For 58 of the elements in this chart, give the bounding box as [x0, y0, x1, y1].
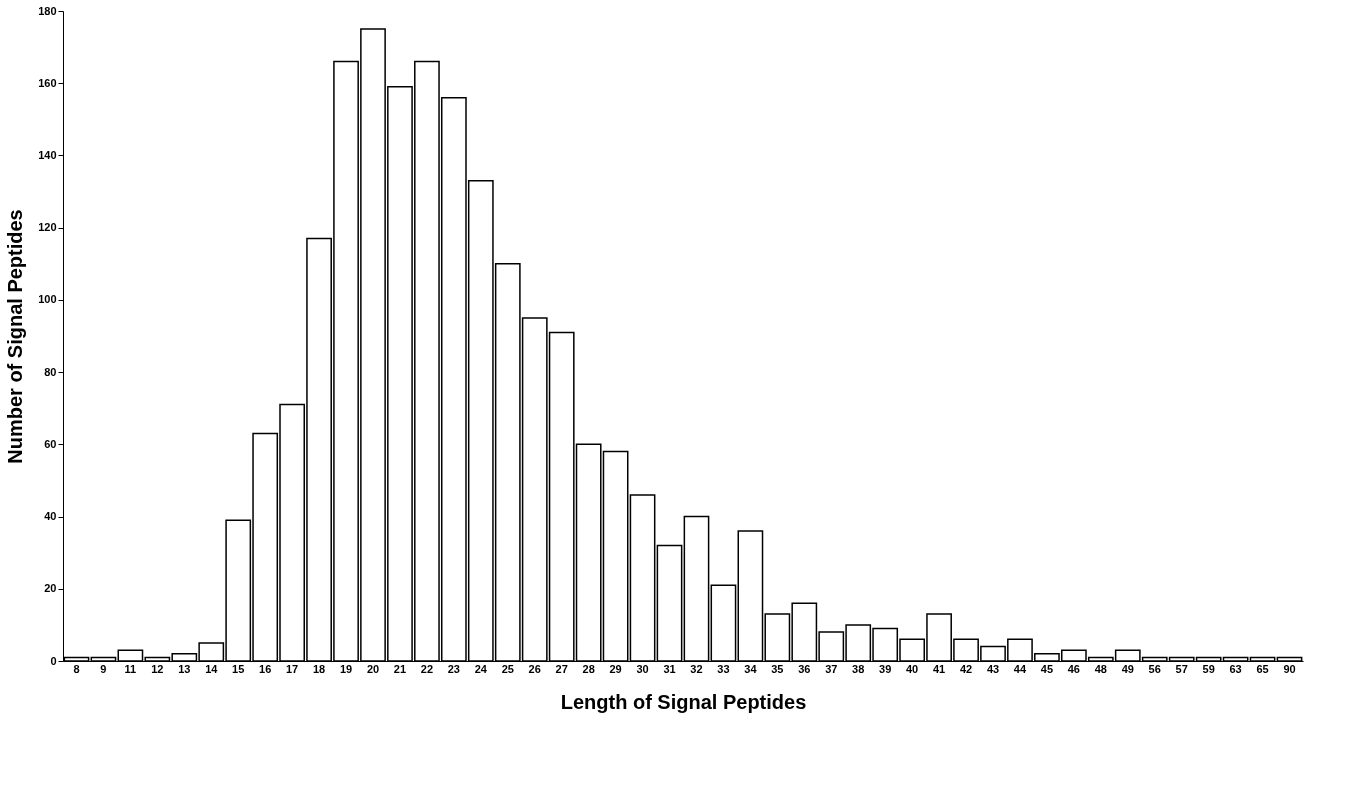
x-tick-label: 8 — [73, 662, 80, 675]
y-tick-label: 160 — [38, 76, 57, 89]
x-tick-label: 45 — [1040, 662, 1054, 675]
x-tick-label: 21 — [393, 662, 407, 675]
x-tick-label: 19 — [339, 662, 353, 675]
x-tick-label: 24 — [474, 662, 488, 675]
x-tick-label: 17 — [286, 662, 299, 675]
x-tick-label: 37 — [825, 662, 838, 675]
y-tick-label: 0 — [50, 654, 57, 667]
x-tick-label: 23 — [447, 662, 460, 675]
x-tick-label: 18 — [312, 662, 326, 675]
x-tick-label: 59 — [1202, 662, 1215, 675]
x-tick-label: 32 — [690, 662, 703, 675]
x-tick-label: 44 — [1013, 662, 1027, 675]
x-tick-label: 36 — [798, 662, 811, 675]
x-tick-label: 39 — [879, 662, 892, 675]
x-tick-label: 42 — [959, 662, 973, 675]
y-tick-label: 120 — [38, 221, 57, 234]
x-tick-label: 9 — [100, 662, 107, 675]
x-tick-label: 41 — [932, 662, 946, 675]
x-tick-label: 14 — [205, 662, 219, 675]
x-tick-label: 40 — [906, 662, 919, 675]
x-tick-label: 56 — [1148, 662, 1161, 675]
x-tick-label: 28 — [582, 662, 595, 675]
y-tick-label: 40 — [44, 510, 57, 523]
x-tick-label: 33 — [717, 662, 730, 675]
x-tick-label: 65 — [1256, 662, 1269, 675]
x-tick-label: 11 — [124, 662, 137, 675]
x-tick-label: 34 — [744, 662, 758, 675]
x-tick-label: 22 — [420, 662, 434, 675]
x-tick-label: 25 — [501, 662, 514, 675]
y-tick-label: 140 — [38, 148, 57, 161]
x-tick-label: 35 — [771, 662, 784, 675]
x-tick-label: 30 — [636, 662, 649, 675]
x-tick-label: 46 — [1067, 662, 1080, 675]
y-tick-label: 100 — [38, 293, 57, 306]
y-axis-title: Number of Signal Peptides — [4, 209, 27, 464]
x-tick-label: 57 — [1175, 662, 1188, 675]
x-tick-label: 43 — [986, 662, 1000, 675]
x-tick-label: 48 — [1094, 662, 1107, 675]
x-tick-label: 16 — [259, 662, 272, 675]
x-tick-label: 63 — [1229, 662, 1242, 675]
y-tick-label: 180 — [38, 4, 57, 17]
y-tick-label: 80 — [44, 365, 57, 378]
x-tick-label: 49 — [1121, 662, 1134, 675]
x-tick-label: 26 — [528, 662, 541, 675]
x-tick-label: 12 — [151, 662, 164, 675]
x-tick-label: 15 — [232, 662, 245, 675]
x-tick-label: 27 — [555, 662, 568, 675]
x-tick-label: 29 — [609, 662, 622, 675]
x-tick-label: 38 — [852, 662, 865, 675]
y-tick-label: 60 — [44, 437, 57, 450]
x-axis-title: Length of Signal Peptides — [560, 690, 807, 713]
x-tick-label: 90 — [1283, 662, 1296, 675]
x-tick-label: 20 — [366, 662, 380, 675]
y-tick-label: 20 — [44, 582, 57, 595]
x-tick-label: 31 — [663, 662, 676, 675]
x-tick-label: 13 — [178, 662, 191, 675]
